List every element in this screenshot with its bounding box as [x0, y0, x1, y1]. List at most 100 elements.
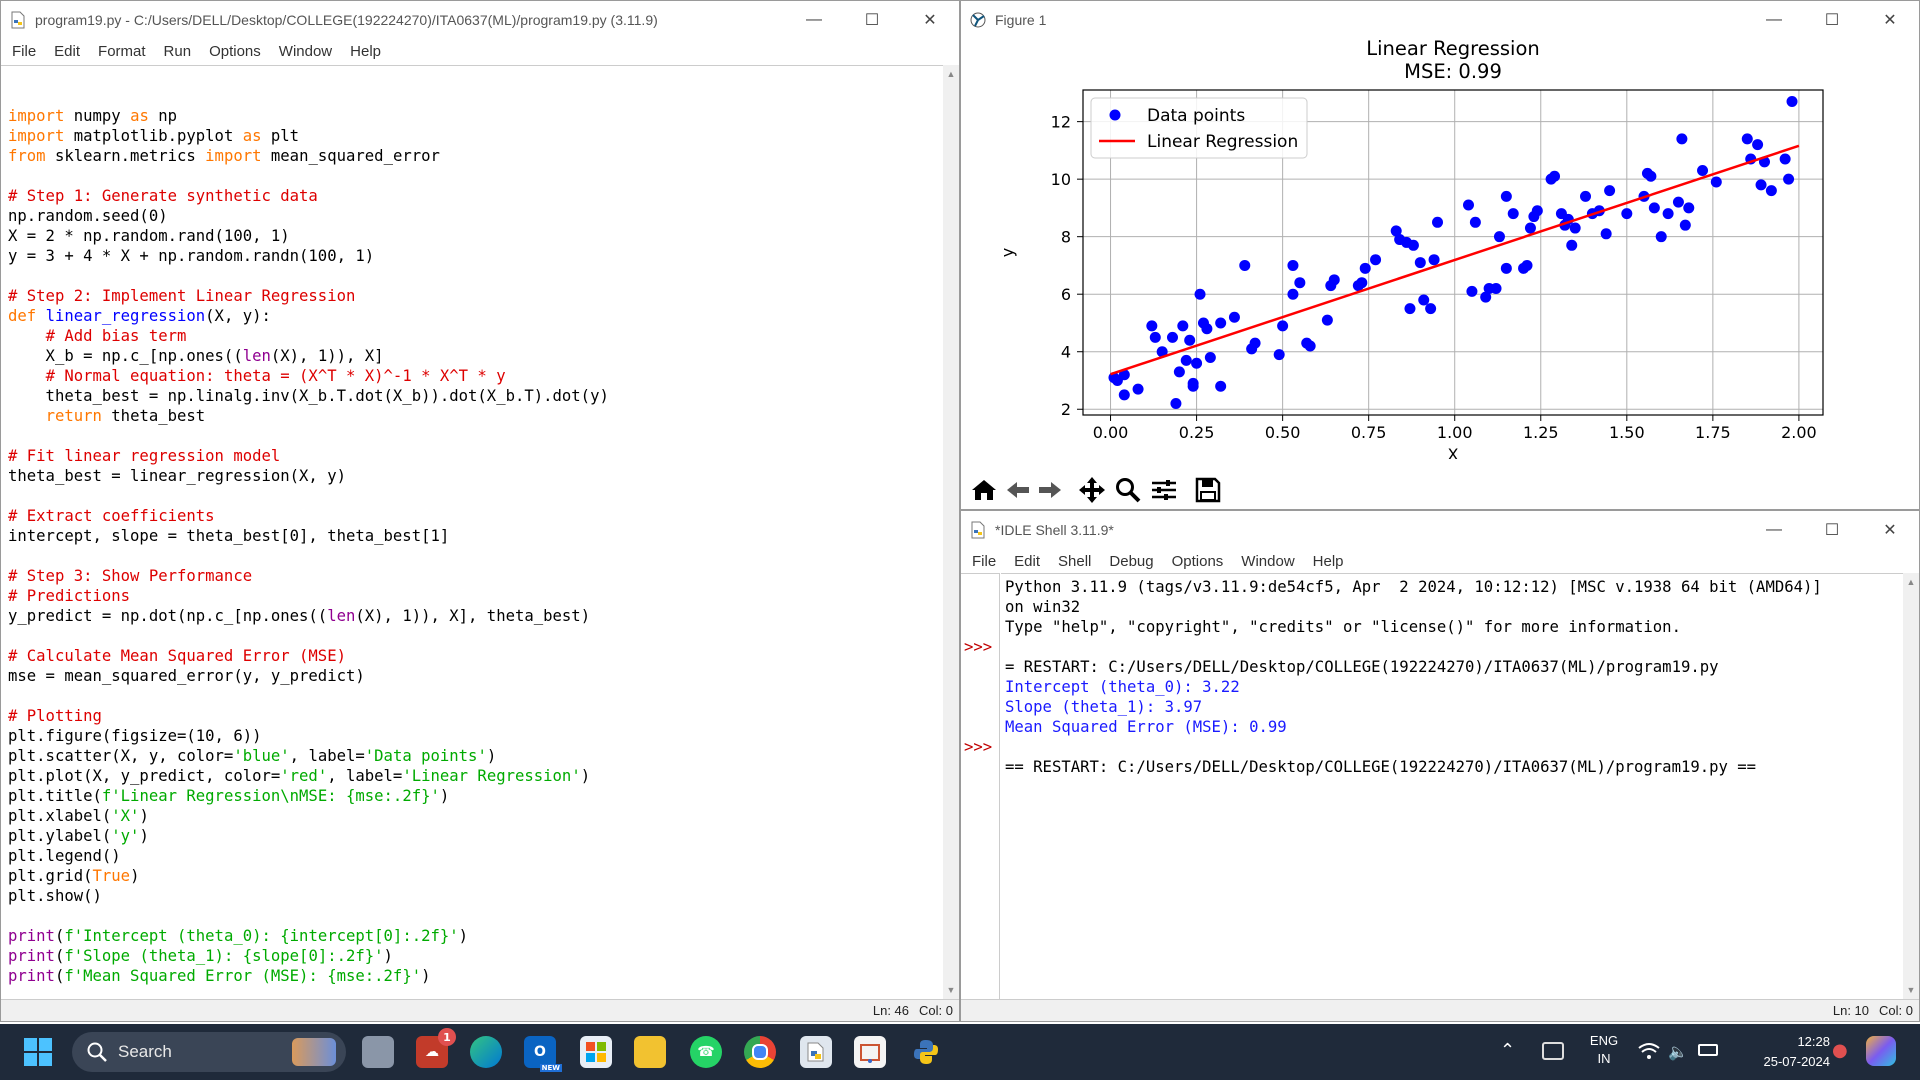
y-tick-label: 4: [1061, 343, 1071, 362]
close-button[interactable]: ✕: [1883, 12, 1897, 29]
data-point: [1201, 323, 1213, 335]
search-label: Search: [118, 1042, 172, 1061]
shell-scrollbar[interactable]: ▲ ▼: [1903, 573, 1919, 999]
battery-icon[interactable]: [1698, 1044, 1718, 1056]
close-button[interactable]: ✕: [923, 12, 937, 29]
data-point: [1580, 190, 1592, 202]
y-tick-label: 12: [1051, 113, 1071, 132]
shell-line-text: Mean Squared Error (MSE): 0.99: [1005, 718, 1287, 736]
data-point: [1187, 377, 1199, 389]
legend-label-regression: Linear Regression: [1147, 132, 1298, 152]
taskbar-search[interactable]: Search: [72, 1032, 346, 1072]
menu-help[interactable]: Help: [350, 42, 381, 60]
minimize-button[interactable]: —: [1766, 11, 1782, 28]
clock[interactable]: 12:28 25-07-2024: [1730, 1032, 1831, 1072]
data-point: [1328, 274, 1340, 286]
data-point: [1418, 294, 1430, 306]
data-point: [1191, 357, 1203, 369]
menu-file[interactable]: File: [12, 42, 37, 60]
matplotlib-icon: [969, 11, 987, 29]
file-explorer-icon[interactable]: [634, 1036, 666, 1068]
editor-menubar: File Edit Format Run Options Window Help: [1, 39, 959, 63]
windows-start-icon[interactable]: [24, 1038, 52, 1066]
tray-status-icon[interactable]: [1542, 1042, 1564, 1060]
x-axis-label: X: [1448, 445, 1459, 459]
data-point: [1752, 139, 1764, 151]
notification-bell-icon[interactable]: ●: [1832, 1040, 1848, 1061]
pan-icon[interactable]: [1075, 473, 1109, 507]
data-point: [1604, 185, 1616, 197]
python-idle-icon[interactable]: [800, 1036, 832, 1068]
data-point: [1493, 231, 1505, 243]
whatsapp-icon[interactable]: ☎: [690, 1036, 722, 1068]
back-icon[interactable]: [1001, 473, 1035, 507]
copilot-icon[interactable]: [1866, 1036, 1896, 1066]
save-icon[interactable]: [1191, 473, 1225, 507]
figure-toolbar: [961, 461, 1919, 509]
data-point: [1287, 259, 1299, 271]
maximize-button[interactable]: ☐: [864, 12, 880, 29]
language-indicator[interactable]: ENG IN: [1584, 1032, 1624, 1068]
close-button[interactable]: ✕: [1883, 522, 1897, 539]
menu-window[interactable]: Window: [1241, 552, 1295, 570]
menu-format[interactable]: Format: [98, 42, 146, 60]
clock-date: 25-07-2024: [1763, 1054, 1831, 1069]
menu-options[interactable]: Options: [1171, 552, 1224, 570]
python-icon[interactable]: [910, 1036, 942, 1068]
shell-line: >>>: [961, 737, 1903, 757]
menu-run[interactable]: Run: [163, 42, 192, 60]
chart-canvas[interactable]: 0.00 0.25 0.50 0.75 1.00 1.25 1.50 1.75 2.00 2 4 6 8…: [961, 39, 1919, 459]
menu-file[interactable]: File: [972, 552, 997, 570]
wifi-icon[interactable]: [1638, 1042, 1660, 1060]
shell-window: *IDLE Shell 3.11.9* — ☐ ✕ File Edit Shel…: [960, 510, 1920, 1022]
data-point: [1177, 320, 1189, 332]
tray-chevron-icon[interactable]: ⌃: [1500, 1040, 1516, 1061]
data-point: [1356, 277, 1368, 289]
y-tick-label: 2: [1061, 400, 1071, 419]
legend-marker-data-points: [1109, 109, 1121, 121]
minimize-button[interactable]: —: [1766, 521, 1782, 538]
code-editor[interactable]: import numpy as np import matplotlib.pyp…: [1, 65, 943, 999]
data-point: [1132, 383, 1144, 395]
menu-window[interactable]: Window: [278, 42, 333, 60]
app-notification-icon[interactable]: ☁ 1: [416, 1028, 456, 1068]
shell-output[interactable]: [1001, 573, 1903, 999]
volume-muted-icon[interactable]: 🔈: [1668, 1042, 1688, 1061]
maximize-button[interactable]: ☐: [1824, 12, 1840, 29]
y-tick-label: 8: [1061, 228, 1071, 247]
plot-frame: [1082, 89, 1824, 416]
outlook-icon[interactable]: O NEW: [524, 1036, 562, 1072]
data-point: [1432, 216, 1444, 228]
configure-icon[interactable]: [1147, 473, 1181, 507]
home-icon[interactable]: [967, 473, 1001, 507]
menu-edit[interactable]: Edit: [1014, 552, 1041, 570]
shell-statusbar: Ln: 10 Col: 0: [961, 999, 1919, 1021]
minimize-button[interactable]: —: [806, 11, 822, 28]
data-point: [1783, 173, 1795, 185]
shell-status-line: Ln: 10: [1832, 1003, 1870, 1018]
edge-browser-icon[interactable]: [470, 1036, 502, 1068]
zoom-icon[interactable]: [1111, 473, 1145, 507]
shell-menubar: File Edit Shell Debug Options Window Hel…: [961, 549, 1919, 573]
menu-edit[interactable]: Edit: [54, 42, 81, 60]
microsoft-store-icon[interactable]: [580, 1036, 612, 1068]
snipping-tool-icon[interactable]: [854, 1036, 886, 1068]
data-point: [1490, 282, 1502, 294]
menu-debug[interactable]: Debug: [1109, 552, 1154, 570]
figure-titlebar: Figure 1 — ☐ ✕: [961, 1, 1919, 39]
forward-icon[interactable]: [1033, 473, 1067, 507]
figure-title: Figure 1: [995, 12, 1047, 28]
data-point: [1524, 222, 1536, 234]
task-view-icon[interactable]: [362, 1036, 394, 1068]
data-point: [1662, 208, 1674, 220]
menu-shell[interactable]: Shell: [1058, 552, 1092, 570]
data-point: [1569, 222, 1581, 234]
menu-help[interactable]: Help: [1312, 552, 1344, 570]
y-tick-label: 10: [1051, 170, 1071, 189]
legend-box: [1090, 97, 1308, 159]
data-point: [1156, 346, 1168, 358]
chrome-icon[interactable]: [744, 1036, 776, 1068]
maximize-button[interactable]: ☐: [1824, 522, 1840, 539]
editor-scrollbar[interactable]: ▲ ▼: [943, 65, 959, 999]
menu-options[interactable]: Options: [209, 42, 261, 60]
